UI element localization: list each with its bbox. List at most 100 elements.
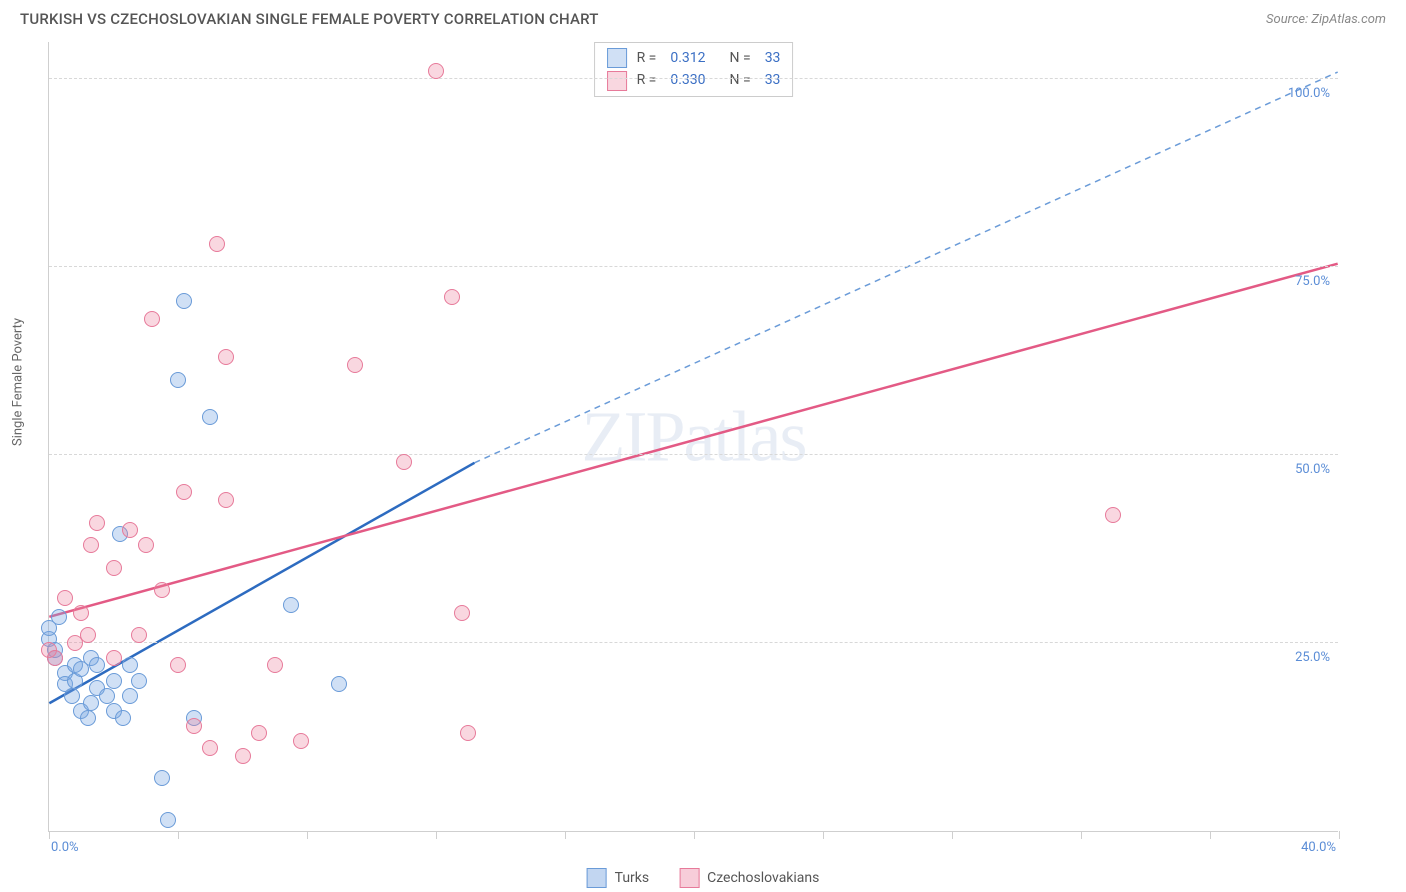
r-label: R = [637, 47, 657, 69]
x-tick [565, 831, 566, 839]
data-point [331, 676, 347, 692]
data-point [454, 605, 470, 621]
data-point [283, 597, 299, 613]
data-point [460, 725, 476, 741]
data-point [80, 627, 96, 643]
gridline [49, 78, 1338, 79]
data-point [57, 590, 73, 606]
data-point [160, 812, 176, 828]
data-point [122, 522, 138, 538]
data-point [154, 582, 170, 598]
data-point [73, 605, 89, 621]
data-point [235, 748, 251, 764]
chart-header: TURKISH VS CZECHOSLOVAKIAN SINGLE FEMALE… [0, 0, 1406, 32]
data-point [144, 311, 160, 327]
data-point [170, 657, 186, 673]
chart-title: TURKISH VS CZECHOSLOVAKIAN SINGLE FEMALE… [20, 10, 599, 28]
y-tick-label: 50.0% [1295, 462, 1330, 477]
data-point [89, 657, 105, 673]
r-value: 0.330 [670, 69, 705, 91]
x-tick [178, 831, 179, 839]
data-point [428, 63, 444, 79]
x-tick [1210, 831, 1211, 839]
trend-line [49, 264, 1337, 617]
data-point [106, 650, 122, 666]
data-point [444, 289, 460, 305]
gridline [49, 454, 1338, 455]
y-axis-title: Single Female Poverty [11, 318, 26, 446]
data-point [64, 688, 80, 704]
x-tick [49, 831, 50, 839]
data-point [186, 718, 202, 734]
legend-swatch [587, 868, 607, 888]
trend-lines-layer [49, 42, 1338, 831]
x-tick-label: 40.0% [1301, 840, 1336, 855]
data-point [202, 409, 218, 425]
correlation-legend: R = 0.312 N = 33 R = 0.330 N = 33 [594, 42, 794, 97]
data-point [176, 293, 192, 309]
data-point [83, 537, 99, 553]
data-point [347, 357, 363, 373]
data-point [154, 770, 170, 786]
data-point [51, 609, 67, 625]
x-tick [436, 831, 437, 839]
x-tick [823, 831, 824, 839]
r-value: 0.312 [670, 47, 705, 69]
y-tick-label: 25.0% [1295, 650, 1330, 665]
data-point [202, 740, 218, 756]
watermark-text: ZIPatlas [582, 395, 806, 478]
data-point [209, 236, 225, 252]
data-point [80, 710, 96, 726]
source-label: Source: ZipAtlas.com [1266, 12, 1386, 27]
data-point [170, 372, 186, 388]
trend-line [49, 463, 474, 703]
n-label: N = [730, 69, 751, 91]
data-point [176, 484, 192, 500]
gridline [49, 266, 1338, 267]
data-point [1105, 507, 1121, 523]
x-tick [1081, 831, 1082, 839]
x-tick [952, 831, 953, 839]
series-legend: Turks Czechoslovakians [587, 868, 820, 888]
data-point [218, 349, 234, 365]
data-point [251, 725, 267, 741]
y-tick-label: 75.0% [1295, 274, 1330, 289]
data-point [267, 657, 283, 673]
y-tick-label: 100.0% [1288, 86, 1330, 101]
legend-row: R = 0.312 N = 33 [607, 47, 781, 69]
n-value: 33 [765, 47, 781, 69]
legend-item: Czechoslovakians [679, 868, 819, 888]
data-point [131, 627, 147, 643]
n-value: 33 [765, 69, 781, 91]
legend-item: Turks [587, 868, 650, 888]
data-point [115, 710, 131, 726]
data-point [122, 688, 138, 704]
r-label: R = [637, 69, 657, 91]
data-point [99, 688, 115, 704]
data-point [106, 673, 122, 689]
gridline [49, 642, 1338, 643]
data-point [293, 733, 309, 749]
data-point [89, 515, 105, 531]
trend-line [474, 72, 1337, 463]
data-point [218, 492, 234, 508]
data-point [131, 673, 147, 689]
data-point [83, 695, 99, 711]
x-tick [694, 831, 695, 839]
legend-swatch [607, 48, 627, 68]
data-point [47, 650, 63, 666]
data-point [106, 560, 122, 576]
legend-label: Czechoslovakians [707, 870, 819, 886]
legend-swatch [607, 71, 627, 91]
legend-row: R = 0.330 N = 33 [607, 69, 781, 91]
data-point [396, 454, 412, 470]
x-tick [307, 831, 308, 839]
legend-label: Turks [615, 870, 650, 886]
n-label: N = [730, 47, 751, 69]
legend-swatch [679, 868, 699, 888]
x-tick [1339, 831, 1340, 839]
data-point [122, 657, 138, 673]
x-tick-label: 0.0% [51, 840, 79, 855]
data-point [138, 537, 154, 553]
scatter-chart: ZIPatlas R = 0.312 N = 33 R = 0.330 N = 33 25.0… [48, 42, 1338, 832]
